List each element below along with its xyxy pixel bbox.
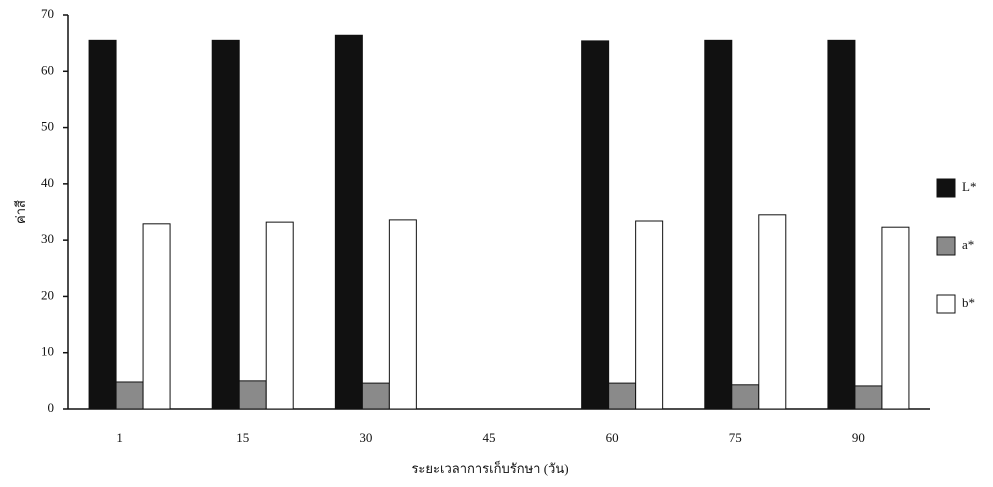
chart: ค่าสี ระยะเวลาการเก็บรักษา (วัน) 0 10 20 30…	[0, 0, 993, 487]
legend-label: b*	[962, 295, 975, 310]
x-tick-label: 1	[116, 430, 123, 445]
x-tick-label: 60	[606, 430, 619, 445]
bar	[212, 40, 239, 409]
y-tick-label: 10	[41, 344, 54, 359]
y-tick-label: 60	[41, 62, 54, 77]
legend-label: a*	[962, 237, 974, 252]
legend-swatch	[937, 295, 955, 313]
bar	[143, 224, 170, 409]
y-tick-label: 50	[41, 119, 54, 134]
bar	[89, 40, 116, 409]
legend-swatch	[937, 237, 955, 255]
legend-swatch	[937, 179, 955, 197]
bar	[239, 381, 266, 409]
bar	[882, 227, 909, 409]
bar	[609, 383, 636, 409]
y-tick-label: 40	[41, 175, 54, 190]
x-tick-label: 90	[852, 430, 865, 445]
bar	[266, 222, 293, 409]
y-axis-label: ค่าสี	[13, 200, 28, 224]
bar	[732, 385, 759, 409]
y-tick-label: 30	[41, 231, 54, 246]
bar	[855, 386, 882, 409]
bar	[582, 41, 609, 409]
bar	[335, 35, 362, 409]
legend-label: L*	[962, 179, 976, 194]
x-tick-label: 75	[729, 430, 742, 445]
bar	[362, 383, 389, 409]
x-tick-label: 45	[483, 430, 496, 445]
x-tick-label: 30	[359, 430, 372, 445]
y-tick-label: 70	[41, 6, 54, 21]
y-tick-label: 20	[41, 287, 54, 302]
bar	[828, 40, 855, 409]
bar	[116, 382, 143, 409]
x-axis-label: ระยะเวลาการเก็บรักษา (วัน)	[411, 459, 568, 476]
bar	[389, 220, 416, 409]
y-tick-label: 0	[48, 400, 55, 415]
bar	[759, 215, 786, 409]
bar	[636, 221, 663, 409]
x-tick-label: 15	[236, 430, 249, 445]
bar	[705, 40, 732, 409]
